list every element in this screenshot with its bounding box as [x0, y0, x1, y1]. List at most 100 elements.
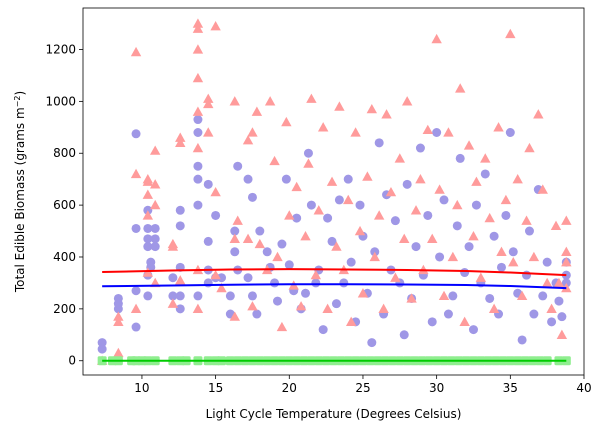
x-tick-label: 25	[355, 381, 370, 395]
data-point-triangle	[561, 246, 572, 256]
data-point-triangle	[175, 132, 186, 142]
data-point-circle	[339, 278, 349, 288]
data-point-triangle	[295, 301, 307, 311]
data-point-triangle	[192, 23, 204, 33]
data-point-triangle	[385, 186, 397, 197]
x-tick-label: 30	[429, 381, 444, 395]
data-point-triangle	[192, 142, 204, 153]
data-point-circle	[113, 293, 123, 303]
data-point-triangle	[192, 44, 204, 54]
data-point-triangle	[113, 311, 124, 321]
y-tick-label: 400	[53, 250, 76, 264]
data-point-triangle	[410, 205, 422, 215]
data-point-circle	[508, 247, 518, 257]
x-tick-label: 15	[208, 381, 223, 395]
data-point-triangle	[354, 225, 366, 236]
data-point-circle	[97, 338, 107, 348]
data-point-circle	[150, 242, 160, 252]
data-point-triangle	[561, 215, 572, 225]
y-tick-label: 600	[53, 198, 76, 212]
data-point-circle	[203, 179, 213, 189]
series-0-circle	[97, 115, 571, 354]
data-point-circle	[464, 242, 474, 252]
data-point-triangle	[508, 256, 519, 267]
data-point-circle	[193, 200, 203, 210]
data-point-circle	[175, 205, 185, 215]
data-point-circle	[193, 115, 203, 125]
data-point-circle	[448, 291, 458, 301]
data-point-circle	[439, 195, 449, 205]
data-point-circle	[230, 247, 240, 257]
data-point-circle	[327, 236, 337, 246]
data-point-circle	[281, 174, 291, 184]
data-point-triangle	[471, 176, 482, 186]
data-point-circle	[334, 195, 344, 205]
data-point-circle	[554, 296, 564, 306]
data-point-triangle	[480, 153, 491, 163]
data-point-triangle	[556, 329, 568, 339]
data-point-circle	[262, 247, 272, 257]
data-point-triangle	[251, 106, 263, 116]
data-point-triangle	[326, 176, 338, 186]
data-point-circle	[496, 262, 506, 272]
data-point-triangle	[317, 122, 329, 132]
data-point-triangle	[310, 269, 322, 280]
plot-area	[96, 18, 572, 366]
y-axis-label-main: Total Edible Biomass (grams m	[13, 107, 27, 293]
data-point-triangle	[216, 282, 227, 293]
data-point-circle	[390, 216, 400, 226]
data-point-circle	[505, 127, 515, 137]
data-point-triangle	[343, 194, 354, 205]
data-point-triangle	[521, 215, 532, 225]
data-point-triangle	[496, 246, 507, 256]
data-point-triangle	[306, 93, 317, 103]
data-point-circle	[233, 161, 243, 171]
data-point-triangle	[406, 293, 417, 303]
data-point-circle	[346, 257, 356, 267]
data-point-triangle	[357, 288, 369, 298]
data-point-triangle	[192, 72, 204, 83]
data-point-triangle	[175, 275, 186, 285]
data-point-circle	[435, 252, 445, 262]
data-point-triangle	[334, 101, 345, 111]
data-point-triangle	[247, 301, 258, 311]
data-point-triangle	[269, 155, 280, 166]
data-point-circle	[471, 200, 481, 210]
data-point-triangle	[229, 96, 240, 106]
data-point-circle	[217, 273, 227, 283]
data-point-circle	[193, 127, 203, 137]
data-point-circle	[411, 242, 421, 252]
data-point-triangle	[210, 186, 221, 197]
data-point-circle	[323, 213, 333, 223]
data-point-triangle	[528, 251, 540, 262]
data-point-triangle	[537, 184, 548, 194]
data-point-triangle	[550, 220, 562, 231]
data-point-triangle	[167, 298, 179, 308]
data-point-triangle	[303, 158, 314, 168]
data-point-circle	[247, 291, 257, 301]
data-point-triangle	[113, 347, 124, 358]
data-point-circle	[557, 312, 567, 322]
data-point-circle	[529, 309, 539, 319]
data-point-circle	[485, 293, 495, 303]
data-point-triangle	[331, 241, 342, 251]
data-point-circle	[427, 317, 437, 327]
data-point-circle	[399, 330, 409, 340]
data-point-triangle	[438, 290, 450, 301]
data-point-triangle	[422, 124, 434, 135]
trend-line-0	[102, 283, 567, 290]
data-point-circle	[432, 127, 442, 137]
data-point-triangle	[175, 137, 186, 148]
data-point-triangle	[373, 210, 385, 220]
data-point-triangle	[452, 199, 463, 210]
data-point-triangle	[210, 269, 221, 280]
data-point-triangle	[322, 303, 333, 314]
data-point-triangle	[434, 184, 445, 194]
data-point-triangle	[203, 98, 214, 109]
data-point-circle	[318, 325, 328, 335]
data-point-triangle	[142, 210, 154, 220]
data-point-circle	[489, 231, 499, 241]
data-point-triangle	[394, 153, 406, 163]
data-point-circle	[273, 296, 283, 306]
data-point-triangle	[378, 303, 389, 314]
